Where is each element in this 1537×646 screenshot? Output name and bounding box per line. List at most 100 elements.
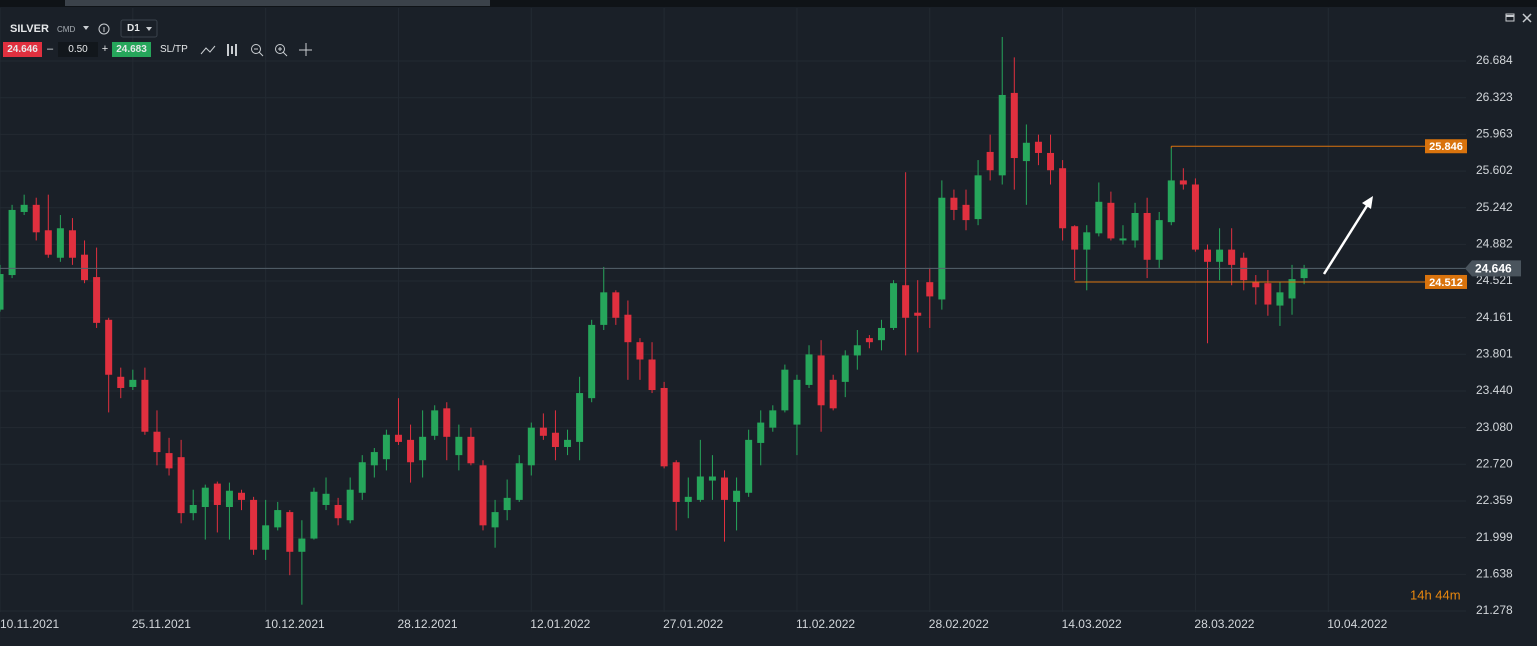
- candle-body: [733, 490, 741, 502]
- sltp-button[interactable]: SL/TP: [160, 44, 188, 55]
- y-tick-label: 26.684: [1476, 53, 1513, 67]
- x-tick-label: 10.11.2021: [0, 617, 59, 631]
- candle-body: [1228, 249, 1236, 265]
- info-icon[interactable]: [98, 23, 110, 35]
- candle-body: [1167, 180, 1175, 223]
- candle-body: [1143, 212, 1151, 260]
- current-price-label: 24.646: [1475, 262, 1512, 276]
- candle-body: [1288, 279, 1296, 299]
- candle-body: [938, 197, 946, 300]
- window-icon[interactable]: [1505, 13, 1515, 22]
- candle-body: [612, 292, 620, 318]
- candle-body: [757, 422, 765, 443]
- candle-body: [1240, 257, 1248, 281]
- candle-body: [781, 369, 789, 411]
- candle-body: [865, 338, 873, 343]
- candle-body: [588, 324, 596, 399]
- x-tick-label: 27.01.2022: [663, 617, 723, 631]
- candle-tool[interactable]: [227, 44, 237, 56]
- candle-body: [1107, 202, 1115, 239]
- candle-body: [962, 204, 970, 221]
- y-tick-label: 22.359: [1476, 493, 1513, 507]
- y-tick-label: 23.801: [1476, 346, 1513, 360]
- candle-body: [600, 292, 608, 325]
- candle-body: [564, 439, 572, 447]
- y-tick-label: 26.323: [1476, 90, 1513, 104]
- crosshair-tool[interactable]: [299, 43, 312, 56]
- candle-body: [201, 487, 209, 508]
- zoom-out[interactable]: [251, 44, 261, 54]
- candle-body: [515, 463, 523, 500]
- candle-body: [1216, 249, 1224, 262]
- y-tick-label: 23.080: [1476, 420, 1513, 434]
- y-tick-label: 24.882: [1476, 236, 1513, 250]
- y-tick-label: 25.242: [1476, 200, 1513, 214]
- candle-body: [1047, 152, 1055, 171]
- candle-body: [672, 462, 680, 502]
- candle-body: [503, 497, 511, 511]
- sell-price[interactable]: 24.646: [3, 42, 42, 57]
- level-label: 25.846: [1429, 141, 1463, 153]
- overlay: 26.684 26.323 25.963 25.602 25.242 24.882 24.5…: [0, 53, 1521, 631]
- candle-body: [0, 274, 4, 310]
- volume[interactable]: 0.50: [58, 42, 98, 57]
- symbol-dropdown[interactable]: [83, 26, 89, 30]
- symbol[interactable]: SILVER: [10, 23, 49, 35]
- timeframe-box[interactable]: [120, 19, 158, 38]
- candle-body: [1083, 232, 1091, 250]
- candle-body: [262, 525, 270, 550]
- candle-body: [817, 355, 825, 406]
- candle-body: [68, 230, 76, 258]
- candle-body: [1252, 282, 1260, 288]
- candle-body: [890, 283, 898, 328]
- top-strip: [0, 0, 1537, 7]
- x-tick-label: 10.12.2021: [265, 617, 325, 631]
- candle-body: [117, 376, 125, 388]
- buy-price[interactable]: 24.683: [112, 42, 151, 57]
- x-tick-label: 25.11.2021: [132, 617, 191, 631]
- candle-body: [394, 434, 402, 442]
- candle-body: [467, 436, 475, 464]
- candle-body: [298, 538, 306, 552]
- candle-body: [974, 175, 982, 220]
- candle-body: [576, 393, 584, 442]
- close-icon[interactable]: [1522, 13, 1532, 23]
- candle-body: [44, 230, 52, 255]
- timeframe[interactable]: D1: [127, 23, 140, 34]
- plus-button[interactable]: +: [101, 43, 109, 55]
- candle-body: [829, 379, 837, 409]
- candle-body: [1010, 92, 1018, 159]
- zoom-in[interactable]: [275, 44, 285, 54]
- arrow-head: [1362, 196, 1373, 209]
- candle-body: [322, 493, 330, 505]
- candle-body: [177, 457, 185, 514]
- candle-body: [419, 436, 427, 461]
- candle-body: [1179, 180, 1187, 185]
- candle-body: [93, 277, 101, 323]
- y-tick-label: 21.638: [1476, 567, 1513, 581]
- candle-body: [721, 477, 728, 500]
- candle-body: [213, 483, 221, 505]
- y-tick-label: 21.999: [1476, 530, 1513, 544]
- candle-body: [1119, 238, 1127, 241]
- candle-body: [986, 151, 994, 171]
- candle-body: [274, 510, 282, 528]
- candle-body: [238, 492, 245, 500]
- candle-body: [250, 499, 258, 550]
- candle-body: [696, 476, 704, 500]
- candle-body: [841, 355, 849, 382]
- line-tool[interactable]: [200, 45, 216, 55]
- timeframe-dropdown: [146, 27, 152, 31]
- candle-body: [1204, 249, 1211, 262]
- x-tick-label: 11.02.2022: [796, 617, 855, 631]
- candle-body: [1095, 201, 1103, 234]
- candle-body: [81, 254, 89, 281]
- candle-body: [346, 489, 354, 521]
- candle-body: [105, 319, 113, 375]
- candle-body: [1022, 142, 1030, 162]
- candle-body: [853, 345, 861, 356]
- minus-button[interactable]: –: [46, 43, 54, 55]
- candle-body: [624, 314, 632, 343]
- market: CMD: [57, 25, 76, 34]
